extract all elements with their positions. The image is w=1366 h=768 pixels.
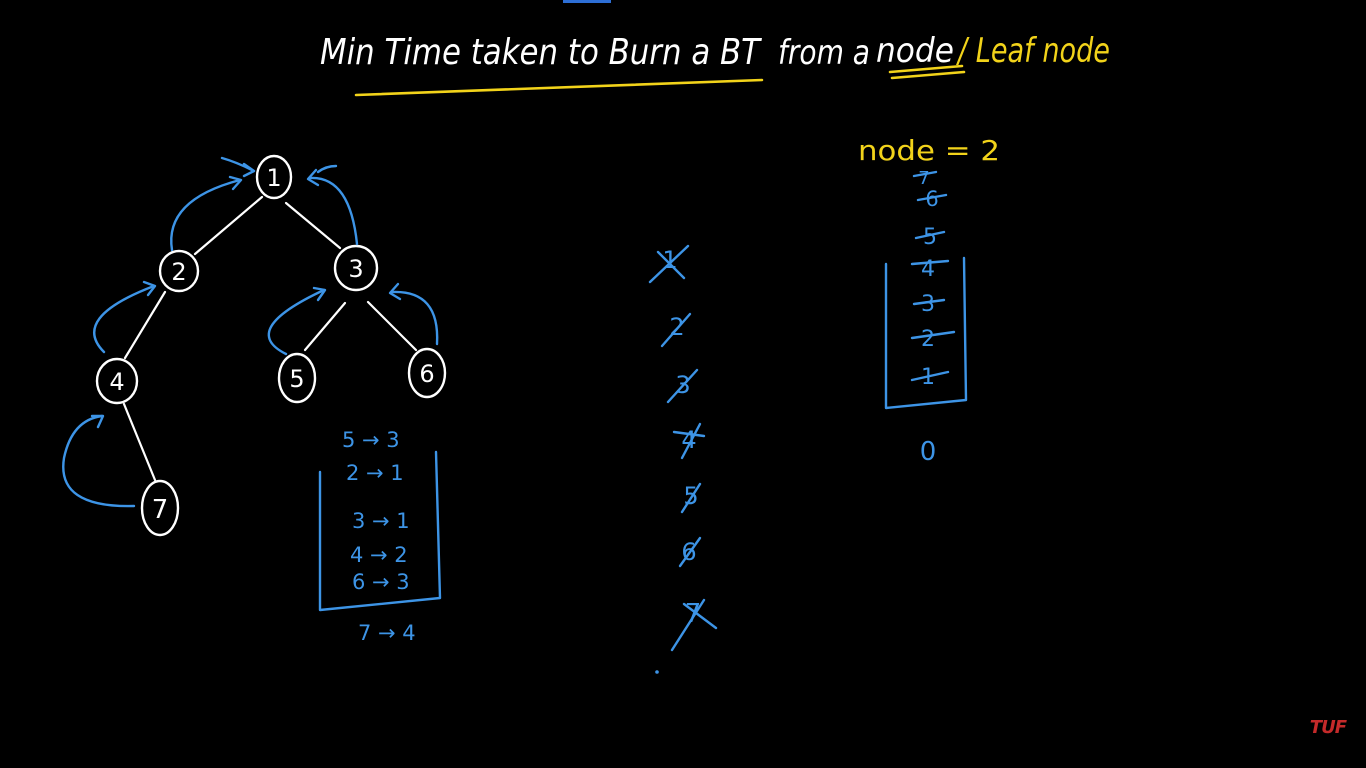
svg-text:2: 2: [669, 313, 684, 341]
parent-map-entry: 3 → 1: [352, 509, 410, 533]
time-stack-box: [884, 256, 968, 410]
time-stack: node = 2 7 6 5 4 3 2 1 0: [858, 134, 1000, 467]
time-stack-item: 1: [910, 365, 950, 390]
crossed-item: 6: [678, 536, 702, 568]
arrow-7-to-4: [62, 414, 136, 508]
svg-text:4: 4: [109, 368, 124, 396]
svg-text:4: 4: [681, 426, 696, 454]
svg-text:5: 5: [923, 225, 937, 250]
title-from-a: from a: [778, 33, 870, 73]
svg-text:7: 7: [152, 495, 169, 525]
crossed-column: 1 2 3 4 5 6 7: [648, 244, 718, 674]
tree-node-1: 1: [255, 154, 293, 200]
crossed-item: 4: [672, 422, 706, 460]
edge-4-7: [122, 402, 157, 482]
tree-nodes: 1 2 3 4 5 6 7: [95, 154, 447, 537]
svg-text:3: 3: [348, 255, 363, 283]
arrow-3-to-1: [306, 164, 359, 246]
parent-map-entry: 6 → 3: [352, 570, 410, 594]
time-stack-item: 3: [912, 292, 946, 317]
parent-map-above: 5 → 3: [342, 428, 400, 452]
title-underline: [354, 78, 764, 97]
svg-text:7: 7: [918, 168, 929, 189]
crossed-item: 1: [648, 244, 690, 284]
svg-text:3: 3: [921, 292, 935, 317]
crossed-item: 3: [666, 368, 699, 404]
tree-node-6: 6: [407, 347, 447, 399]
arrow-2-to-1: [170, 175, 243, 252]
time-stack-item: 6: [916, 187, 948, 211]
parent-map: 5 → 3 2 → 1 3 → 1 4 → 2 6 → 3 7 → 4: [318, 428, 442, 645]
tree-node-7: 7: [140, 479, 180, 537]
time-stack-bottom: 0: [920, 437, 937, 467]
svg-text:4: 4: [921, 257, 935, 282]
time-stack-item: 5: [914, 225, 946, 250]
tree-node-4: 4: [95, 357, 139, 405]
edge-2-4: [123, 290, 167, 360]
parent-map-entry: 4 → 2: [350, 543, 408, 567]
tree-edges: [122, 195, 418, 482]
tuf-logo: TUF: [1309, 717, 1347, 738]
node-underline-2: [890, 70, 966, 80]
parent-map-box: [318, 450, 442, 612]
node-underline-1: [888, 64, 964, 74]
crossed-item: 7: [670, 598, 718, 652]
edge-3-5: [303, 301, 347, 352]
tree-node-5: 5: [277, 352, 317, 404]
title-group: Min Time taken to Burn a BT from a node …: [320, 31, 1110, 97]
parent-map-below: 7 → 4: [358, 621, 416, 645]
parent-map-entry: 2 → 1: [346, 461, 404, 485]
edge-1-2: [193, 195, 264, 256]
arrow-into-root: [220, 156, 256, 178]
time-stack-item: 2: [910, 327, 956, 352]
svg-text:1: 1: [266, 164, 281, 192]
svg-text:5: 5: [289, 365, 304, 393]
arrow-5-to-3: [267, 286, 327, 356]
svg-text:6: 6: [419, 360, 434, 388]
arrow-4-to-2: [93, 280, 157, 354]
edge-1-3: [284, 201, 342, 250]
title-leaf-node: / Leaf node: [956, 31, 1110, 71]
stray-dot: [655, 670, 659, 674]
window-tab-indicator: [563, 0, 611, 3]
edge-3-6: [366, 300, 418, 352]
time-stack-heading: node = 2: [858, 134, 1000, 167]
title-main: Min Time taken to Burn a BT: [320, 32, 763, 73]
tree-node-3: 3: [333, 244, 379, 292]
svg-text:2: 2: [921, 327, 935, 352]
svg-text:6: 6: [925, 187, 938, 211]
tree-node-2: 2: [158, 249, 200, 293]
arrow-6-to-3: [388, 282, 439, 346]
time-stack-item: 4: [910, 257, 950, 282]
crossed-item: 2: [660, 312, 692, 348]
crossed-item: 5: [680, 482, 702, 514]
time-stack-item: 7: [912, 168, 938, 189]
title-node: node: [876, 31, 954, 71]
svg-text:2: 2: [171, 258, 186, 286]
parent-arrows: [62, 156, 439, 508]
